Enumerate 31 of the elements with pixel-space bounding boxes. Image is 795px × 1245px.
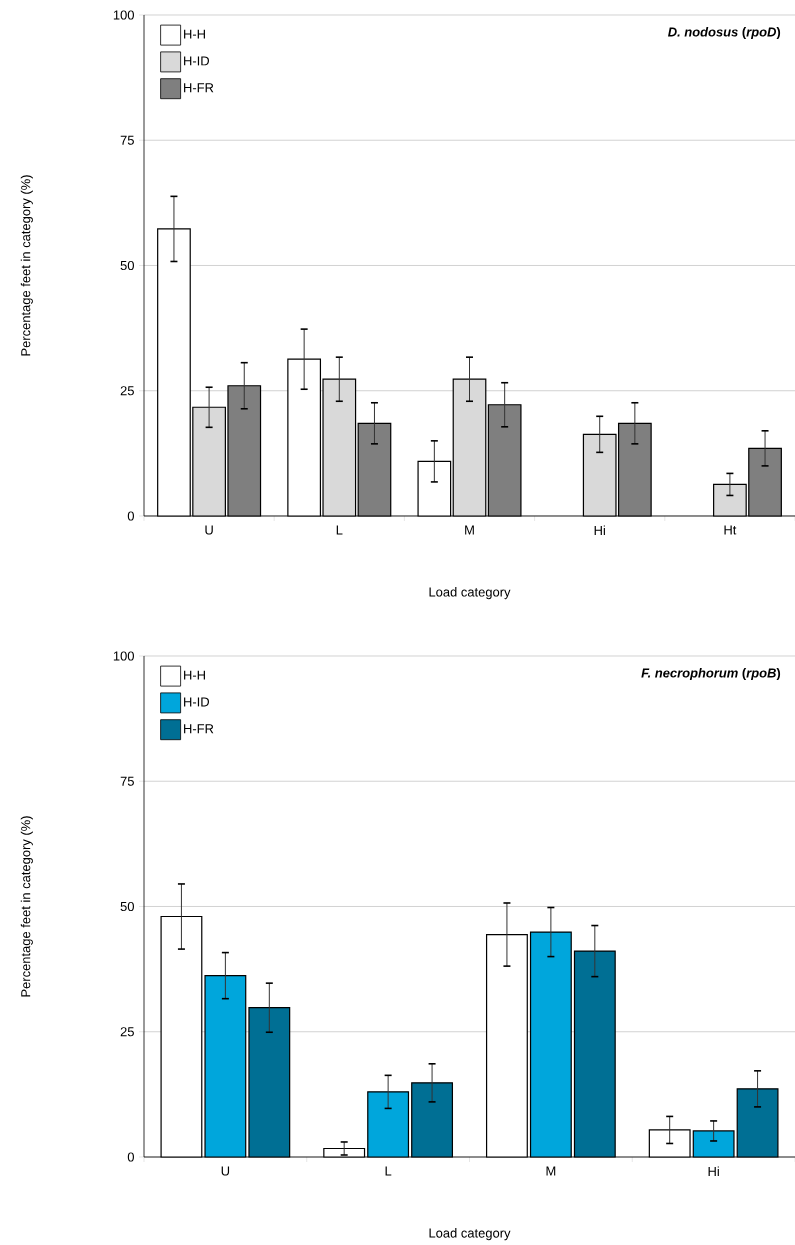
y-tick-label: 0 bbox=[127, 511, 134, 521]
x-tick-label: L bbox=[385, 1166, 392, 1176]
legend-label: H-FR bbox=[184, 724, 214, 734]
y-tick-label: 100 bbox=[113, 651, 134, 661]
y-tick-label: 100 bbox=[113, 10, 134, 20]
legend-label: H-H bbox=[184, 670, 205, 680]
x-tick-label: U bbox=[205, 525, 213, 535]
y-tick-label: 0 bbox=[127, 1152, 134, 1162]
x-tick-label: M bbox=[546, 1166, 556, 1176]
x-tick-label: U bbox=[221, 1166, 230, 1176]
x-axis-title: Load category bbox=[429, 1228, 511, 1241]
x-tick-label: Ht bbox=[724, 525, 737, 535]
legend-label: H-ID bbox=[184, 697, 209, 707]
x-tick-label: Hi bbox=[708, 1166, 719, 1176]
y-tick-label: 75 bbox=[120, 776, 134, 786]
legend-label: H-FR bbox=[184, 83, 214, 93]
legend-label: H-H bbox=[184, 29, 205, 39]
legend-label: H-ID bbox=[184, 56, 209, 66]
text: F. necrophorum (rpoB) bbox=[641, 668, 781, 681]
y-axis-title: Percentage feet in category (%) bbox=[20, 816, 33, 997]
y-tick-label: 50 bbox=[120, 901, 134, 912]
x-tick-label: L bbox=[336, 525, 343, 535]
y-tick-label: 25 bbox=[120, 386, 134, 396]
y-tick-label: 25 bbox=[120, 1027, 134, 1037]
x-tick-label: Hi bbox=[594, 525, 605, 535]
y-tick-label: 75 bbox=[120, 135, 134, 145]
y-axis-title: Percentage feet in category (%) bbox=[20, 175, 33, 356]
y-tick-label: 50 bbox=[120, 260, 134, 271]
x-tick-label: M bbox=[465, 525, 474, 535]
text: D. nodosus (rpoD) bbox=[668, 27, 781, 40]
x-axis-title: Load category bbox=[429, 587, 511, 600]
